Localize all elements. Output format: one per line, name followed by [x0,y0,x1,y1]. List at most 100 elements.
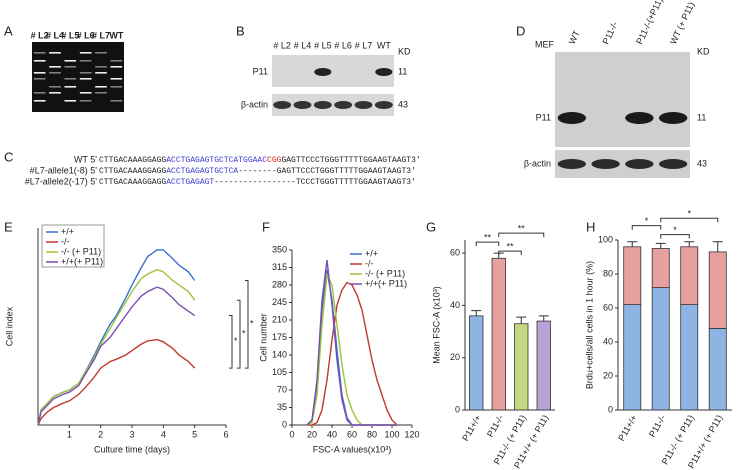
legend-label: -/- [365,258,374,268]
lane-label: # L4 [294,40,312,50]
x-tick-label: 100 [384,429,399,439]
series-line [37,286,196,426]
y-tick-label: 245 [272,297,287,307]
y-axis-label: Brdu+cells/all cells in 1 hour (%) [584,261,594,389]
error-bar [684,241,695,247]
seq-part: CTTGACAAAGGAGG [99,178,166,187]
series-line [37,249,196,426]
panel-label: B [236,23,245,38]
y-tick-label: 20 [450,352,460,362]
x-tick-label: P11-/- [647,413,668,439]
cell-label: MEF [535,39,555,49]
sig-bracket [498,250,522,256]
y-tick-label: 0 [455,404,460,414]
panel-label: F [262,219,270,234]
x-tick-label: 0 [289,429,294,439]
blot [272,55,394,87]
error-bar [516,316,527,324]
y-tick-label: 210 [272,314,287,324]
row-label: P11 [536,112,551,122]
unit: KD [398,46,411,56]
lane-label: # L4 [46,30,64,40]
seq-part: CTTGACAAAGGAGG [99,156,166,165]
seq-part: CTTGACAAAGGAGG [99,167,166,176]
bar-segment [708,251,727,329]
series-line [306,272,397,426]
seq-part: --------GAGTTCCCTGGGTTTTTGGAAGTAAGT3' [238,167,416,176]
unit: KD [697,46,710,56]
blot-band [314,68,332,76]
error-bar [627,241,638,247]
seq-part: GAGTTCCCTGGGTTTTTGGAAGTAAGT3' [281,156,420,165]
sig-bracket [475,241,500,247]
gel-band [64,78,77,80]
series-line [307,281,398,426]
blot-band [658,159,688,169]
gel-band [79,52,92,54]
lane-label: # L2 [273,40,291,50]
panel-label: D [516,23,525,38]
y-tick-label: 0 [608,404,613,414]
sig-mark: * [687,209,691,219]
x-tick-label: 1 [67,429,72,439]
gel-band [110,86,123,88]
error-bar [471,310,482,316]
legend-label: +/+ [365,248,378,258]
y-tick-label: 175 [272,332,287,342]
blot-band [313,101,332,109]
seq-part: ACCTGAGAGTGCTCATGGAAC [166,156,267,165]
error-bar [712,241,723,252]
size-label: 43 [398,99,408,109]
y-tick-label: 315 [272,262,287,272]
lane-label: WT [377,40,391,50]
gel-band [79,100,92,102]
y-tick-label: 60 [603,302,613,312]
gel [32,42,124,112]
seq-label: #L7-allele2(-17) 5' [25,176,98,186]
lane-label: # L5 [314,40,332,50]
sequence: CTTGACAAAGGAGGACCTGAGAGTGCTCATGGAACCGGGA… [99,156,421,165]
sig-bracket [631,225,662,230]
x-axis-label: Culture time (days) [94,444,170,454]
gel-band [49,72,61,74]
sig-bracket [660,217,719,223]
x-tick-label: 5 [192,429,197,439]
y-tick-label: 40 [450,300,460,310]
panel-label: E [4,219,13,234]
lane-label: WT (+ P11) [668,0,696,45]
blot-band [293,101,312,109]
series-line [306,259,397,426]
error-bar [655,242,666,249]
panel-label: C [4,149,13,164]
x-tick-label: P11+/+ [460,413,483,443]
panel-label: H [586,219,595,234]
series-line [37,338,196,426]
lane-label: # L7 [92,30,110,40]
x-axis-label: FSC-A values(x10³) [313,444,392,454]
lane-label: P11-/- [601,20,620,46]
y-tick-label: 100 [598,234,613,244]
sig-mark: * [673,225,677,235]
gel-band [79,72,92,74]
lane-label: P11-/-(+P11) [634,0,664,46]
bar-segment [680,246,699,306]
size-label: 43 [697,158,707,168]
sig-bracket [498,232,545,238]
blot-band [354,101,373,109]
x-tick-label: 80 [367,429,377,439]
blot-band [625,159,654,169]
blot-band [591,159,620,169]
x-tick-label: 120 [404,429,419,439]
lane-label: WT [567,28,582,45]
gel-band [110,66,123,68]
gel-band [64,60,77,62]
sig-mark: * [645,216,649,226]
blot-band [375,68,393,76]
x-tick-label: 40 [327,429,337,439]
seq-part: -----------------TCCCTGGGTTTTTGGAAGTAAGT… [214,178,416,187]
gel-band [33,72,46,74]
bar-segment [623,304,642,411]
y-tick-label: 40 [603,336,613,346]
gel-band [33,60,46,62]
